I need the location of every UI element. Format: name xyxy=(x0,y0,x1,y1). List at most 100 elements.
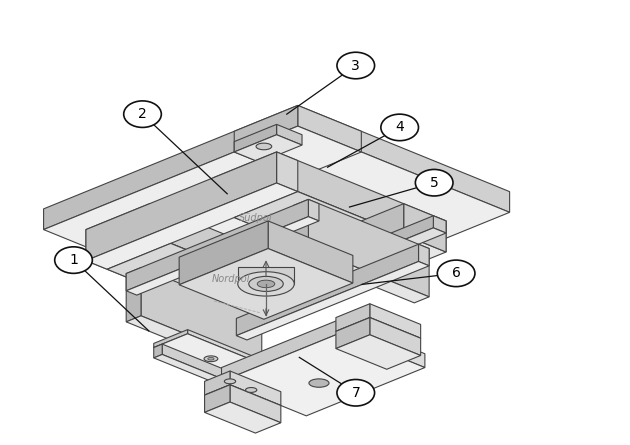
Ellipse shape xyxy=(192,272,217,283)
Polygon shape xyxy=(205,385,281,416)
Polygon shape xyxy=(171,255,200,281)
Polygon shape xyxy=(234,235,319,290)
Text: 6: 6 xyxy=(452,267,461,280)
Polygon shape xyxy=(234,192,404,261)
Polygon shape xyxy=(162,344,247,389)
Polygon shape xyxy=(243,216,433,305)
Text: Südpol: Südpol xyxy=(239,214,272,223)
Polygon shape xyxy=(236,262,429,340)
Polygon shape xyxy=(171,269,226,291)
Ellipse shape xyxy=(208,357,214,360)
Polygon shape xyxy=(243,228,446,311)
Polygon shape xyxy=(277,124,302,145)
Polygon shape xyxy=(268,221,353,283)
Polygon shape xyxy=(340,319,425,368)
Circle shape xyxy=(123,101,161,127)
Polygon shape xyxy=(43,126,510,316)
Ellipse shape xyxy=(256,143,272,150)
Circle shape xyxy=(415,170,453,196)
Circle shape xyxy=(337,52,375,79)
Polygon shape xyxy=(141,267,262,365)
Polygon shape xyxy=(308,199,429,297)
Circle shape xyxy=(381,114,418,141)
Polygon shape xyxy=(336,304,370,332)
Ellipse shape xyxy=(246,388,257,392)
Polygon shape xyxy=(370,318,421,356)
Polygon shape xyxy=(179,221,268,285)
Text: 4: 4 xyxy=(395,121,404,134)
Polygon shape xyxy=(222,281,306,316)
Polygon shape xyxy=(340,204,404,261)
Polygon shape xyxy=(277,152,446,252)
Polygon shape xyxy=(86,152,277,261)
Polygon shape xyxy=(234,126,362,178)
Ellipse shape xyxy=(238,272,294,296)
Circle shape xyxy=(337,380,375,406)
Polygon shape xyxy=(154,354,247,392)
Polygon shape xyxy=(126,217,319,295)
Polygon shape xyxy=(213,152,277,209)
Polygon shape xyxy=(213,183,446,278)
Polygon shape xyxy=(86,204,149,261)
Polygon shape xyxy=(126,316,262,371)
Polygon shape xyxy=(238,267,294,284)
Polygon shape xyxy=(222,267,272,302)
Polygon shape xyxy=(171,235,234,281)
Polygon shape xyxy=(234,135,302,162)
Text: 5: 5 xyxy=(430,176,438,190)
Polygon shape xyxy=(294,248,429,303)
Ellipse shape xyxy=(309,379,329,387)
Text: Nordpol: Nordpol xyxy=(212,274,250,283)
Polygon shape xyxy=(308,199,319,221)
Text: 2: 2 xyxy=(138,107,147,121)
Polygon shape xyxy=(126,267,141,322)
Polygon shape xyxy=(43,105,298,230)
Polygon shape xyxy=(336,335,421,369)
Text: 3: 3 xyxy=(352,58,360,73)
Polygon shape xyxy=(336,318,421,352)
Polygon shape xyxy=(205,402,281,433)
Polygon shape xyxy=(404,204,446,252)
Circle shape xyxy=(55,247,93,273)
Polygon shape xyxy=(418,244,429,266)
Ellipse shape xyxy=(224,379,236,384)
Polygon shape xyxy=(154,344,162,358)
Ellipse shape xyxy=(249,276,284,291)
Polygon shape xyxy=(188,330,272,368)
Polygon shape xyxy=(433,216,446,233)
Text: 7: 7 xyxy=(352,386,360,400)
Ellipse shape xyxy=(257,280,275,287)
Circle shape xyxy=(437,260,475,287)
Polygon shape xyxy=(200,255,226,279)
Ellipse shape xyxy=(243,283,268,293)
Polygon shape xyxy=(222,319,340,381)
Polygon shape xyxy=(86,183,298,269)
Polygon shape xyxy=(205,385,230,413)
Polygon shape xyxy=(86,235,319,330)
Polygon shape xyxy=(298,105,510,212)
Polygon shape xyxy=(154,330,188,348)
Polygon shape xyxy=(272,267,306,295)
Polygon shape xyxy=(294,199,308,254)
Ellipse shape xyxy=(204,356,218,362)
Polygon shape xyxy=(277,152,298,192)
Text: 1: 1 xyxy=(69,253,78,267)
Polygon shape xyxy=(370,304,421,338)
Polygon shape xyxy=(336,318,370,348)
Polygon shape xyxy=(298,105,362,152)
Polygon shape xyxy=(277,255,319,304)
Polygon shape xyxy=(205,371,230,395)
Polygon shape xyxy=(230,371,281,405)
Polygon shape xyxy=(222,333,425,416)
Polygon shape xyxy=(213,255,277,312)
Polygon shape xyxy=(234,124,277,152)
Polygon shape xyxy=(126,199,308,291)
Polygon shape xyxy=(234,105,298,152)
Polygon shape xyxy=(230,385,281,423)
Polygon shape xyxy=(149,204,319,304)
Polygon shape xyxy=(179,249,353,319)
Polygon shape xyxy=(236,244,418,336)
Polygon shape xyxy=(107,243,277,312)
Polygon shape xyxy=(171,255,319,316)
Polygon shape xyxy=(154,334,272,382)
